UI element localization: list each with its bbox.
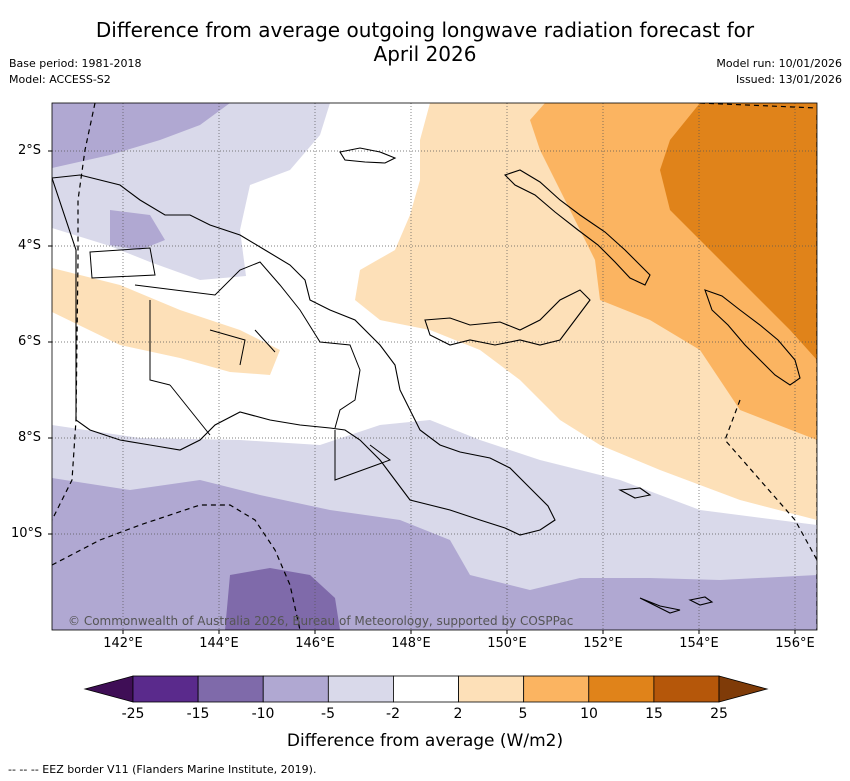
colorbar-tick: 25 bbox=[710, 706, 728, 722]
colorbar-segment bbox=[458, 675, 525, 703]
x-tick-152e: 152°E bbox=[583, 636, 623, 651]
title-line-1: Difference from average outgoing longwav… bbox=[95, 18, 755, 42]
x-tick-142e: 142°E bbox=[103, 636, 143, 651]
model-run: Model run: 10/01/2026 bbox=[716, 57, 842, 70]
colorbar-segment bbox=[653, 675, 720, 703]
coastlines bbox=[52, 147, 801, 614]
colorbar-tick: -10 bbox=[251, 706, 275, 722]
copyright-notice: © Commonwealth of Australia 2026, Bureau… bbox=[68, 614, 574, 628]
manus-coast bbox=[339, 147, 397, 164]
new-guinea-coast bbox=[52, 174, 556, 536]
colorbar-tick: 15 bbox=[645, 706, 663, 722]
colorbar-segment bbox=[327, 675, 394, 703]
colorbar-tick: -5 bbox=[321, 706, 335, 722]
colorbar-tick: -2 bbox=[386, 706, 400, 722]
tick-marks bbox=[48, 150, 796, 634]
bougainville-coast bbox=[704, 289, 801, 386]
colorbar-segment bbox=[262, 675, 329, 703]
y-tick-10s: 10°S bbox=[11, 526, 43, 541]
new-ireland-coast bbox=[503, 169, 651, 286]
colorbar-segment bbox=[132, 675, 199, 703]
louisiade-islands bbox=[618, 487, 714, 614]
colorbar-segment bbox=[393, 675, 459, 703]
colorbar-tick: -25 bbox=[121, 706, 145, 722]
contour-dark-purple-south bbox=[225, 568, 340, 630]
y-tick-4s: 4°S bbox=[18, 238, 42, 253]
colorbar-segment bbox=[197, 675, 264, 703]
map-area bbox=[52, 103, 817, 630]
colorbar-arrow-high bbox=[718, 675, 769, 703]
meta-right: Model run: 10/01/2026 Issued: 13/01/2026 bbox=[716, 56, 842, 88]
colorbar-label: Difference from average (W/m2) bbox=[286, 731, 564, 751]
x-tick-144e: 144°E bbox=[199, 636, 239, 651]
colorbar-tick: 10 bbox=[580, 706, 598, 722]
y-tick-8s: 8°S bbox=[18, 430, 42, 445]
x-tick-148e: 148°E bbox=[391, 636, 431, 651]
map-title: Difference from average outgoing longwav… bbox=[0, 18, 850, 66]
new-britain-coast bbox=[424, 289, 591, 346]
meta-left: Base period: 1981-2018 Model: ACCESS-S2 bbox=[9, 56, 141, 88]
map-frame bbox=[51, 102, 818, 631]
base-period: Base period: 1981-2018 bbox=[9, 57, 142, 70]
x-tick-150e: 150°E bbox=[487, 636, 527, 651]
eez-footer-note: -- -- -- EEZ border V11 (Flanders Marine… bbox=[8, 763, 317, 776]
title-line-2: April 2026 bbox=[373, 42, 477, 66]
issued-date: Issued: 13/01/2026 bbox=[735, 73, 842, 86]
x-tick-156e: 156°E bbox=[775, 636, 815, 651]
contour-medium-purple-north-2 bbox=[110, 210, 165, 250]
colorbar bbox=[83, 675, 769, 703]
colorbar-tick: 5 bbox=[518, 706, 528, 722]
x-tick-154e: 154°E bbox=[679, 636, 719, 651]
colorbar-segment bbox=[588, 675, 655, 703]
colorbar-tick: 2 bbox=[453, 706, 463, 722]
eez-borders bbox=[52, 103, 817, 630]
admin-boundaries bbox=[89, 247, 392, 481]
colorbar-segment bbox=[523, 675, 590, 703]
contour-medium-purple-north bbox=[52, 103, 230, 168]
contour-pale-orange-west bbox=[52, 268, 280, 375]
gridlines bbox=[52, 103, 817, 630]
y-tick-6s: 6°S bbox=[18, 334, 42, 349]
colorbar-arrow-low bbox=[83, 675, 134, 703]
x-tick-146e: 146°E bbox=[295, 636, 335, 651]
model-name: Model: ACCESS-S2 bbox=[9, 73, 111, 86]
colorbar-tick: -15 bbox=[186, 706, 210, 722]
y-tick-2s: 2°S bbox=[18, 143, 42, 158]
contour-deep-orange-east bbox=[660, 103, 817, 360]
